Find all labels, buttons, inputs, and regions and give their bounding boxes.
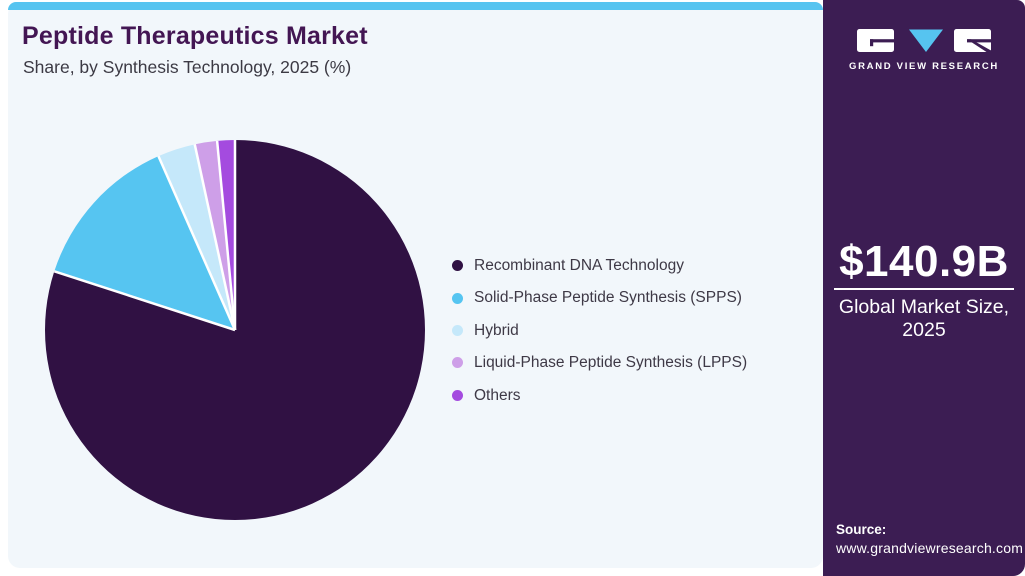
divider-line bbox=[834, 288, 1014, 290]
top-accent-bar bbox=[8, 2, 823, 10]
logo-letter-r-icon bbox=[954, 29, 991, 52]
source-url: www.grandviewresearch.com bbox=[836, 540, 1024, 556]
legend-item-5: Others bbox=[452, 386, 747, 405]
legend-label: Liquid-Phase Peptide Synthesis (LPPS) bbox=[474, 354, 748, 372]
source-block: Source: www.grandviewresearch.com bbox=[836, 522, 1023, 556]
market-size-value: $140.9B bbox=[839, 237, 1009, 286]
legend-swatch-icon bbox=[452, 292, 463, 304]
pie-slice-divider bbox=[157, 155, 237, 331]
legend-item-4: Liquid-Phase Peptide Synthesis (LPPS) bbox=[452, 353, 747, 372]
legend-item-2: Solid-Phase Peptide Synthesis (SPPS) bbox=[452, 288, 747, 307]
brand-sidebar: GRAND VIEW RESEARCH $140.9B Global Marke… bbox=[823, 0, 1025, 576]
gvr-logo-marks bbox=[857, 29, 991, 52]
legend-swatch-icon bbox=[452, 357, 463, 369]
legend-swatch-icon bbox=[452, 389, 463, 401]
logo-letter-g-icon bbox=[857, 29, 894, 52]
brand-name: GRAND VIEW RESEARCH bbox=[848, 61, 999, 72]
pie-slice-divider bbox=[215, 140, 237, 331]
market-size-label-line1: Global Market Size, bbox=[838, 296, 1010, 318]
pie-slice-divider bbox=[193, 144, 237, 331]
chart-card: Peptide Therapeutics Market Share, by Sy… bbox=[8, 2, 823, 568]
pie-slice-2 bbox=[54, 156, 236, 330]
logo-letter-v-icon bbox=[909, 29, 943, 52]
legend-label: Recombinant DNA Technology bbox=[474, 257, 684, 274]
market-size-label-line2: 2025 bbox=[902, 319, 946, 341]
legend-item-3: Hybrid bbox=[452, 321, 747, 340]
market-size-block: $140.9B Global Market Size, 2025 bbox=[823, 240, 1025, 342]
pie-chart bbox=[45, 140, 426, 520]
page-title: Peptide Therapeutics Market bbox=[22, 22, 368, 50]
legend-label: Hybrid bbox=[474, 321, 519, 339]
legend-swatch-icon bbox=[452, 324, 463, 336]
market-size-label: Global Market Size, 2025 bbox=[823, 296, 1025, 342]
chart-legend: Recombinant DNA Technology Solid-Phase Pe… bbox=[452, 256, 747, 405]
pie-slice-divider bbox=[53, 270, 236, 332]
gvr-logo: GRAND VIEW RESEARCH bbox=[823, 29, 1025, 72]
legend-label: Others bbox=[474, 386, 521, 404]
legend-item-1: Recombinant DNA Technology bbox=[452, 256, 747, 275]
page-subtitle: Share, by Synthesis Technology, 2025 (%) bbox=[23, 57, 352, 77]
legend-swatch-icon bbox=[452, 260, 463, 272]
source-label: Source: bbox=[836, 522, 887, 537]
legend-label: Solid-Phase Peptide Synthesis (SPPS) bbox=[474, 289, 742, 307]
